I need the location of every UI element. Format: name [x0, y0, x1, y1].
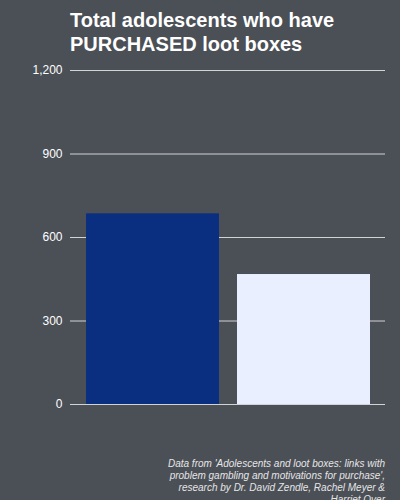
svg-text:300: 300	[42, 314, 62, 328]
svg-text:900: 900	[42, 147, 62, 161]
svg-text:1,200: 1,200	[32, 63, 62, 77]
svg-text:600: 600	[42, 230, 62, 244]
svg-text:0: 0	[56, 397, 63, 411]
html-text:Total adolescents who have PUR: Total adolescents who have PURCHASED loo…	[70, 9, 335, 55]
